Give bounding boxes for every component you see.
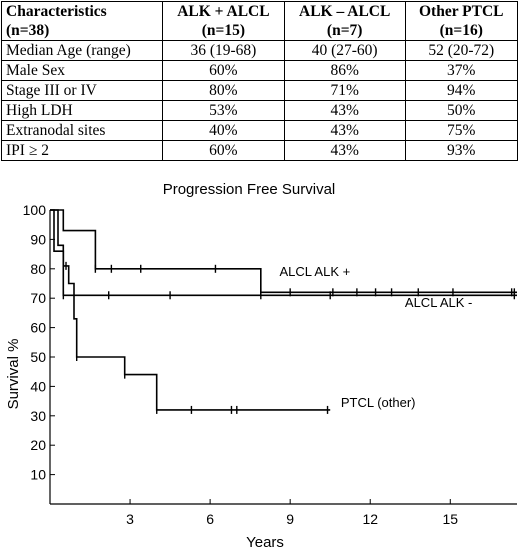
table-cell: 43% bbox=[283, 140, 406, 161]
row-label: Median Age (range) bbox=[1, 40, 163, 61]
y-axis-label: Survival % bbox=[5, 339, 22, 410]
table-row: IPI ≥ 2 60% 43% 93% bbox=[1, 140, 518, 161]
y-tick-label: 10 bbox=[30, 467, 46, 483]
table-cell: 93% bbox=[404, 140, 518, 161]
series-2 bbox=[50, 209, 517, 300]
header-label: Characteristics bbox=[6, 3, 107, 20]
x-tick-label: 6 bbox=[206, 511, 214, 527]
series-annotation: ALCL ALK - bbox=[405, 295, 472, 310]
y-ticks: 10 20 30 40 50 60 70 80 90 100 bbox=[23, 202, 55, 483]
table-cell: 37% bbox=[404, 60, 518, 81]
y-tick-label: 60 bbox=[30, 320, 46, 336]
series-3 bbox=[50, 209, 331, 414]
row-label: High LDH bbox=[1, 100, 163, 121]
series-line bbox=[50, 209, 331, 411]
table-cell: 75% bbox=[404, 120, 518, 141]
header-characteristics: Characteristics (n=38) bbox=[1, 1, 163, 41]
table-cell: 80% bbox=[161, 80, 285, 101]
table-cell: 36 (19-68) bbox=[161, 40, 285, 61]
y-tick-label: 40 bbox=[30, 378, 46, 394]
header-label: Other PTCL bbox=[418, 3, 504, 20]
header-sub: (n=15) bbox=[201, 22, 246, 39]
x-tick-label: 3 bbox=[126, 511, 134, 527]
table-cell: 52 (20-72) bbox=[404, 40, 518, 61]
series-group bbox=[50, 209, 517, 414]
table-row: Extranodal sites 40% 43% 75% bbox=[1, 120, 518, 141]
series-annotation: PTCL (other) bbox=[341, 395, 416, 410]
table-cell: 53% bbox=[161, 100, 285, 121]
table-cell: 71% bbox=[283, 80, 406, 101]
row-label: Extranodal sites bbox=[1, 120, 163, 141]
chart-title: Progression Free Survival bbox=[163, 181, 336, 198]
header-alk-pos: ALK + ALCL (n=15) bbox=[161, 1, 285, 41]
table-cell: 60% bbox=[161, 60, 285, 81]
series-line bbox=[50, 209, 517, 294]
table-row: Median Age (range) 36 (19-68) 40 (27-60)… bbox=[1, 40, 518, 61]
x-axis-label: Years bbox=[246, 534, 284, 550]
table-cell: 40% bbox=[161, 120, 285, 141]
header-sub: (n=7) bbox=[326, 22, 363, 39]
table-row: High LDH 53% 43% 50% bbox=[1, 100, 518, 121]
table-cell: 43% bbox=[283, 120, 406, 141]
y-tick-label: 70 bbox=[30, 290, 46, 306]
x-tick-label: 15 bbox=[442, 511, 458, 527]
header-label: ALK – ALCL bbox=[299, 3, 391, 20]
header-other-ptcl: Other PTCL (n=16) bbox=[404, 1, 518, 41]
table-cell: 94% bbox=[404, 80, 518, 101]
header-sub: (n=16) bbox=[439, 22, 483, 39]
table-row: Male Sex 60% 86% 37% bbox=[1, 60, 518, 81]
series-line bbox=[50, 209, 517, 297]
series-annotation: ALCL ALK + bbox=[279, 264, 350, 279]
row-label: IPI ≥ 2 bbox=[1, 140, 163, 161]
table-cell: 86% bbox=[283, 60, 406, 81]
table-row: Stage III or IV 80% 71% 94% bbox=[1, 80, 518, 101]
header-label: ALK + ALCL bbox=[177, 3, 270, 20]
header-alk-neg: ALK – ALCL (n=7) bbox=[283, 1, 406, 41]
series-1 bbox=[50, 209, 517, 297]
table-cell: 50% bbox=[404, 100, 518, 121]
table-cell: 40 (27-60) bbox=[283, 40, 406, 61]
x-tick-label: 12 bbox=[362, 511, 378, 527]
y-tick-label: 20 bbox=[30, 437, 46, 453]
table-header-row: Characteristics (n=38) ALK + ALCL (n=15) A… bbox=[1, 1, 518, 41]
row-label: Male Sex bbox=[1, 60, 163, 81]
y-tick-label: 80 bbox=[30, 261, 46, 277]
y-tick-label: 30 bbox=[30, 408, 46, 424]
x-ticks: 3 6 9 12 15 bbox=[126, 499, 458, 527]
y-tick-label: 50 bbox=[30, 349, 46, 365]
pfs-chart: Progression Free Survival Survival % Yea… bbox=[5, 181, 517, 550]
patient-characteristics-table: Characteristics (n=38) ALK + ALCL (n=15) A… bbox=[1, 1, 518, 161]
y-tick-label: 90 bbox=[30, 231, 46, 247]
y-tick-label: 100 bbox=[23, 202, 47, 218]
table-cell: 43% bbox=[283, 100, 406, 121]
x-tick-label: 9 bbox=[286, 511, 294, 527]
table-cell: 60% bbox=[161, 140, 285, 161]
annotations: ALCL ALK + ALCL ALK - PTCL (other) bbox=[279, 264, 472, 410]
header-sub: (n=38) bbox=[6, 22, 50, 39]
row-label: Stage III or IV bbox=[1, 80, 163, 101]
